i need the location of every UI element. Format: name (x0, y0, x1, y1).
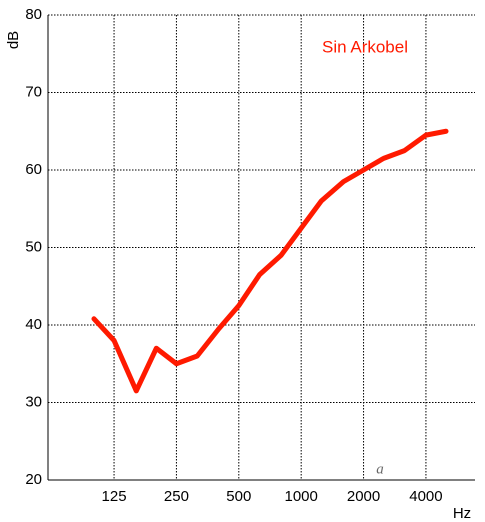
x-tick-label: 500 (226, 488, 251, 505)
x-tick-label: 250 (164, 488, 189, 505)
y-tick-label: 20 (25, 471, 42, 488)
watermark: a (376, 461, 384, 477)
x-axis-label: Hz (453, 505, 471, 522)
legend-label: Sin Arkobel (322, 37, 408, 56)
y-axis-label: dB (5, 31, 22, 49)
x-tick-label: 125 (102, 488, 127, 505)
x-tick-label: 1000 (284, 488, 317, 505)
y-tick-label: 80 (25, 6, 42, 23)
y-tick-label: 60 (25, 161, 42, 178)
x-tick-label: 4000 (409, 488, 442, 505)
y-tick-label: 70 (25, 83, 42, 100)
y-tick-label: 30 (25, 393, 42, 410)
x-tick-label: 2000 (347, 488, 380, 505)
y-tick-label: 50 (25, 238, 42, 255)
y-tick-label: 40 (25, 316, 42, 333)
line (91, 128, 449, 394)
